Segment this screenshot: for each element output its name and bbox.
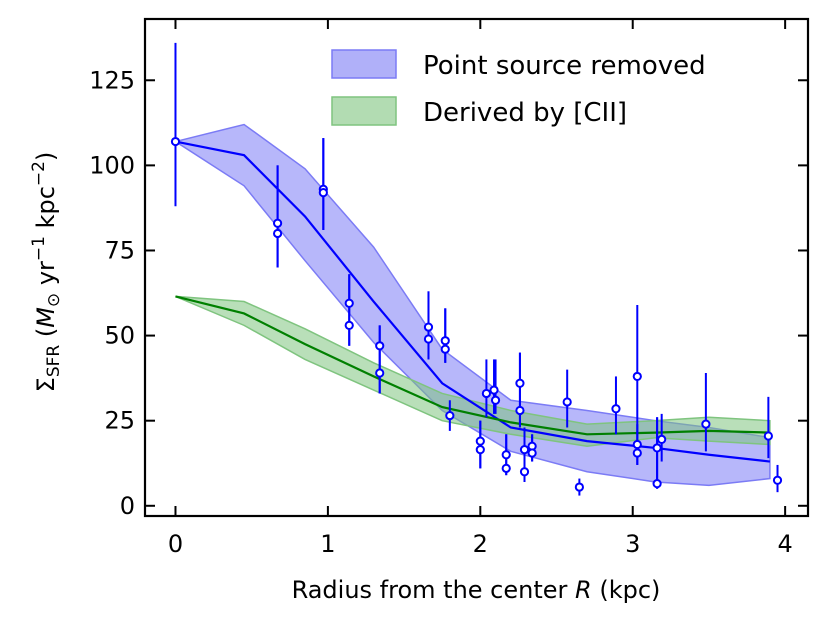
y-tick-label-25: 25 xyxy=(104,407,135,435)
ticks-layer: 0 1 2 3 4 0 25 50 75 100 125 xyxy=(89,19,808,558)
data-point-19 xyxy=(501,450,511,460)
data-point-12 xyxy=(440,344,450,354)
data-point-21 xyxy=(515,378,525,388)
data-point-38 xyxy=(772,475,783,485)
plot-frame xyxy=(143,17,810,518)
data-point-10 xyxy=(423,334,434,344)
data-point-8 xyxy=(375,368,385,378)
x-axis-label: Radius from the center R (kpc) xyxy=(292,576,661,604)
x-tick-label-0: 0 xyxy=(168,530,183,558)
data-point-17 xyxy=(489,385,499,395)
legend-label-point-source: Point source removed xyxy=(423,51,706,81)
data-point-5 xyxy=(344,298,354,308)
x-tick-label-4: 4 xyxy=(777,530,792,558)
data-point-29 xyxy=(611,404,621,414)
data-point-34 xyxy=(652,479,662,489)
data-point-32 xyxy=(632,448,642,458)
data-point-26 xyxy=(527,448,537,458)
data-point-23 xyxy=(519,445,530,455)
data-point-13 xyxy=(445,410,455,421)
x-tick-label-1: 1 xyxy=(320,530,335,558)
y-tick-label-75: 75 xyxy=(104,236,135,264)
lines-layer xyxy=(175,140,771,463)
data-point-6 xyxy=(344,320,354,330)
data-point-20 xyxy=(501,463,511,473)
y-tick-label-125: 125 xyxy=(89,66,135,94)
data-point-9 xyxy=(423,322,434,332)
data-point-33 xyxy=(652,443,662,453)
y-tick-label-0: 0 xyxy=(120,492,135,520)
data-point-14 xyxy=(475,436,485,446)
y-tick-label-100: 100 xyxy=(89,151,135,179)
legend: Point source removed Derived by [CII] xyxy=(331,49,706,128)
line-cii xyxy=(175,295,770,436)
data-point-28 xyxy=(574,482,584,492)
data-point-36 xyxy=(701,419,711,429)
data-point-4 xyxy=(318,188,328,198)
data-point-30 xyxy=(632,371,642,382)
data-point-24 xyxy=(519,467,530,477)
data-point-22 xyxy=(515,405,525,416)
markers-layer xyxy=(170,136,783,492)
legend-swatch-point-source xyxy=(331,49,397,79)
data-point-11 xyxy=(440,336,450,346)
legend-swatch-cii xyxy=(331,96,397,126)
data-point-35 xyxy=(657,434,667,445)
data-point-1 xyxy=(273,218,283,228)
x-tick-label-3: 3 xyxy=(625,530,640,558)
x-tick-label-2: 2 xyxy=(473,530,488,558)
data-point-7 xyxy=(375,341,385,351)
y-tick-label-50: 50 xyxy=(104,322,135,350)
data-point-16 xyxy=(481,388,492,399)
data-point-15 xyxy=(475,445,485,455)
legend-label-cii: Derived by [CII] xyxy=(423,98,627,128)
data-point-37 xyxy=(763,431,773,441)
data-point-2 xyxy=(273,228,283,239)
data-point-27 xyxy=(562,397,572,407)
data-point-31 xyxy=(632,439,642,450)
data-point-18 xyxy=(490,395,501,405)
line-point-source xyxy=(175,140,771,463)
y-axis-label: ΣSFR (M⊙ yr−1 kpc−2) xyxy=(29,152,64,393)
data-point-0 xyxy=(170,136,181,147)
